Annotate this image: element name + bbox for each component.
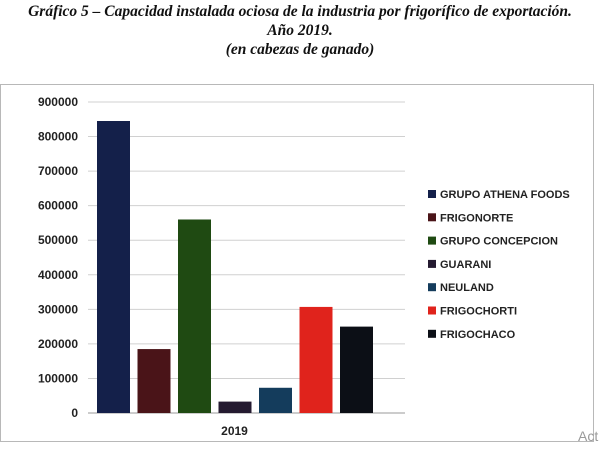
legend-label: GRUPO CONCEPCION xyxy=(440,236,558,248)
y-tick-label: 700000 xyxy=(38,164,78,178)
legend-label: GRUPO ATHENA FOODS xyxy=(440,189,570,201)
y-tick-label: 300000 xyxy=(38,302,78,316)
bar-frigonorte xyxy=(137,349,171,413)
legend-swatch xyxy=(428,213,436,222)
y-tick-label: 400000 xyxy=(38,268,78,282)
y-tick-label: 500000 xyxy=(38,233,78,247)
legend-label: GUARANI xyxy=(440,259,491,271)
y-tick-label: 0 xyxy=(71,406,78,420)
chart-unit-note: (en cabezas de ganado) xyxy=(225,41,375,58)
legend-label: FRIGOCHACO xyxy=(440,329,516,341)
bar-grupo-athena-foods xyxy=(97,121,130,413)
y-tick-label: 200000 xyxy=(38,337,78,351)
legend-swatch xyxy=(428,259,436,268)
legend-swatch xyxy=(428,190,436,198)
legend-swatch xyxy=(428,329,436,338)
chart-title-block: Gráfico 5 – Capacidad instalada ociosa d… xyxy=(0,2,600,59)
y-tick-label: 800000 xyxy=(38,130,78,144)
legend-swatch xyxy=(428,306,436,315)
bar-frigochorti xyxy=(299,306,333,413)
legend-swatch xyxy=(428,283,436,292)
legend-label: FRIGOCHORTI xyxy=(440,306,517,318)
legend-label: FRIGONORTE xyxy=(440,212,513,224)
chart-title: Gráfico 5 – Capacidad instalada ociosa d… xyxy=(28,3,572,20)
chart-year: Año 2019. xyxy=(267,22,333,39)
bar-grupo-concepcion xyxy=(178,219,211,413)
x-category-label: 2019 xyxy=(221,424,248,438)
legend-swatch xyxy=(428,236,436,245)
bar-neuland xyxy=(259,387,292,413)
y-tick-label: 100000 xyxy=(38,371,78,385)
y-tick-label: 600000 xyxy=(38,199,78,213)
bar-frigochaco xyxy=(340,326,373,413)
activation-watermark: Act xyxy=(578,428,599,444)
legend-label: NEULAND xyxy=(440,282,494,294)
y-tick-label: 900000 xyxy=(38,95,78,109)
bar-guarani xyxy=(218,401,252,413)
